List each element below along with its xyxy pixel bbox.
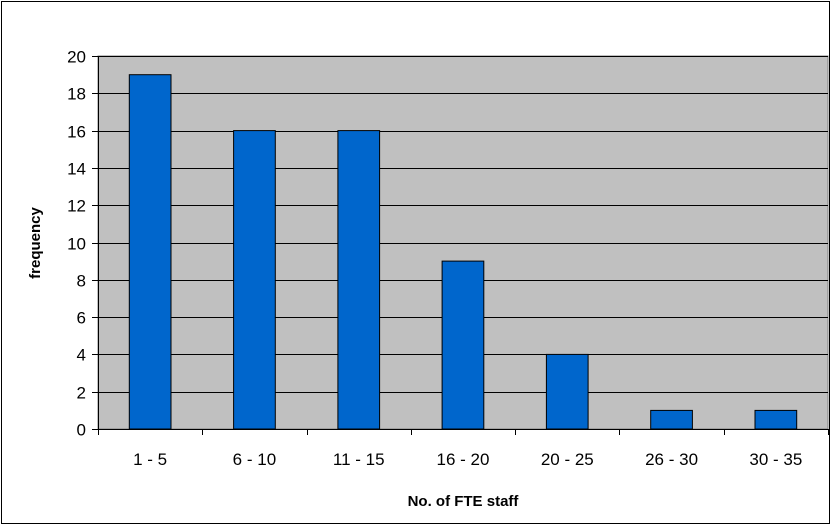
bar bbox=[650, 409, 693, 430]
bar bbox=[754, 409, 798, 430]
x-tick-label: 1 - 5 bbox=[133, 450, 167, 469]
bar bbox=[441, 260, 485, 430]
y-tick-label: 16 bbox=[67, 123, 86, 142]
y-tick-labels: 0 2 4 6 8 10 12 14 16 18 20 bbox=[67, 48, 86, 440]
y-tick-label: 8 bbox=[77, 272, 86, 291]
y-tick-label: 2 bbox=[77, 384, 86, 403]
y-tick-label: 6 bbox=[77, 309, 86, 328]
bar bbox=[337, 130, 381, 430]
y-tick-label: 0 bbox=[77, 421, 86, 440]
y-tick-label: 18 bbox=[67, 85, 86, 104]
bar bbox=[233, 130, 276, 430]
gridlines bbox=[98, 56, 828, 393]
y-tick-label: 10 bbox=[67, 235, 86, 254]
x-tick-label: 16 - 20 bbox=[437, 450, 490, 469]
bar bbox=[545, 353, 589, 430]
x-tick-label: 11 - 15 bbox=[333, 450, 385, 469]
x-tick-label: 30 - 35 bbox=[749, 450, 802, 469]
y-tick-label: 20 bbox=[67, 48, 86, 67]
y-tick-label: 4 bbox=[77, 346, 86, 365]
axes bbox=[92, 56, 829, 435]
y-axis-title: frequency bbox=[27, 207, 44, 279]
x-tick-label: 20 - 25 bbox=[541, 450, 594, 469]
y-tick-label: 12 bbox=[67, 197, 86, 216]
x-tick-label: 26 - 30 bbox=[645, 450, 698, 469]
y-tick-label: 14 bbox=[67, 160, 86, 179]
x-axis-title: No. of FTE staff bbox=[408, 493, 520, 510]
x-tick-label: 6 - 10 bbox=[233, 450, 276, 469]
x-tick-labels: 1 - 5 6 - 10 11 - 15 16 - 20 20 - 25 26 - 30 3… bbox=[133, 450, 802, 469]
bar bbox=[128, 74, 172, 430]
